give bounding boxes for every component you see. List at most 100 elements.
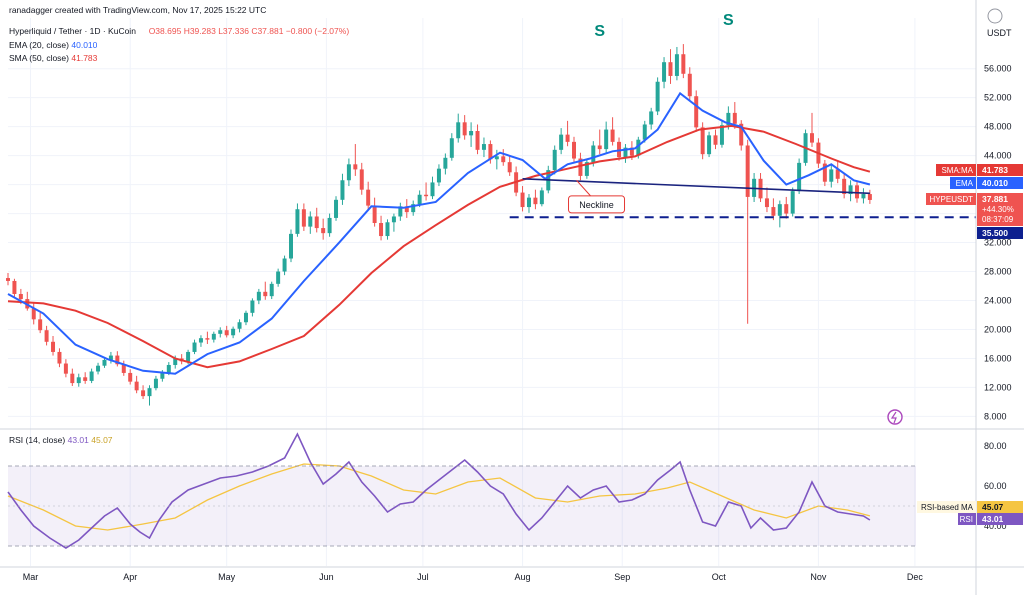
candle-body xyxy=(610,129,615,142)
candle-body xyxy=(842,178,847,195)
rsi-legend: RSI (14, close) 43.01 45.07 xyxy=(9,435,113,445)
candle-body xyxy=(340,180,345,200)
price-tick-label: 32.000 xyxy=(984,238,1012,248)
candle-body xyxy=(115,355,120,365)
candle-body xyxy=(681,54,686,74)
price-labels: SMA:MA 41.783 EMA 40.010 HYPEUSDT 37.881+44.3… xyxy=(917,164,1023,525)
icons xyxy=(887,8,1003,425)
candle-body xyxy=(211,333,216,340)
candle-body xyxy=(520,192,525,208)
candle-body xyxy=(855,185,860,199)
sma-legend-value: 41.783 xyxy=(71,53,98,63)
ohlc-open: O38.695 xyxy=(148,26,182,36)
candle-body xyxy=(398,206,403,217)
candle-body xyxy=(250,300,255,313)
candle-body xyxy=(436,168,441,183)
ema-20-line xyxy=(7,91,871,375)
neckline-label: Neckline xyxy=(579,200,614,210)
candle-body xyxy=(44,330,49,342)
candle-body xyxy=(6,278,10,281)
candle-body xyxy=(867,194,872,200)
candle-body xyxy=(481,144,486,150)
rsi-ma-tag-value: 45.07 xyxy=(982,502,1004,512)
symbol-header: Hyperliquid / Tether · 1D · KuCoin O38.6… xyxy=(9,26,349,36)
candle-body xyxy=(57,351,62,364)
candle-body xyxy=(89,371,94,381)
price-tick-label: 28.000 xyxy=(984,267,1012,277)
candle-body xyxy=(314,216,319,229)
candle-body xyxy=(713,135,718,145)
candle-body xyxy=(289,233,293,259)
candle-body xyxy=(153,378,158,389)
rsi-tag-name: RSI xyxy=(960,515,973,524)
support-tag-value: 35.500 xyxy=(982,228,1008,238)
candle-body xyxy=(694,96,699,128)
rsi-line xyxy=(7,432,871,549)
neckline-pointer xyxy=(576,179,591,197)
time-tick-label: Jun xyxy=(319,572,334,582)
ohlc-change: −0.800 (−2.07%) xyxy=(285,26,350,36)
candle-body xyxy=(578,158,583,176)
candle-body xyxy=(494,156,499,160)
rsi-ma-tag-value-box xyxy=(977,501,1023,513)
time-tick-label: Jul xyxy=(417,572,429,582)
price-tick-label: 20.000 xyxy=(984,324,1012,334)
price-tick-label: 48.000 xyxy=(984,122,1012,132)
time-tick-label: Dec xyxy=(907,572,924,582)
candle-body xyxy=(391,216,396,223)
price-tick-label: 44.000 xyxy=(984,151,1012,161)
price-tick-label: 8.000 xyxy=(984,411,1007,421)
time-tick-label: Nov xyxy=(810,572,827,582)
candle-body xyxy=(321,228,326,234)
settings-gear-icon xyxy=(987,8,1003,24)
candle-body xyxy=(192,342,197,352)
indicator-lines xyxy=(7,91,871,549)
candle-body xyxy=(385,222,390,237)
candle-body xyxy=(108,355,113,360)
grid xyxy=(8,18,976,566)
price-tick-label: 16.000 xyxy=(984,353,1012,363)
candle-body xyxy=(198,338,203,343)
candle-body xyxy=(18,293,23,300)
candle-body xyxy=(777,204,782,216)
candle-body xyxy=(848,185,853,195)
candle-body xyxy=(173,358,178,365)
candle-body xyxy=(572,141,577,159)
candle-body xyxy=(269,283,274,297)
candle-body xyxy=(70,373,75,384)
candle-body xyxy=(160,372,165,379)
candle-body xyxy=(63,363,68,374)
candle-body xyxy=(662,62,667,82)
rsi-tag-value-box xyxy=(977,513,1023,525)
candle-body xyxy=(565,134,570,142)
axis-unit-label: USDT xyxy=(987,28,1012,38)
sma-tag-name-box xyxy=(936,164,976,176)
candle-body xyxy=(243,312,248,323)
candle-body xyxy=(83,377,88,381)
time-tick-label: May xyxy=(218,572,236,582)
rsi-legend-value: 43.01 xyxy=(67,435,89,445)
price-tick-label: 56.000 xyxy=(984,64,1012,74)
ema-tag-value: 40.010 xyxy=(982,178,1008,188)
pattern-annotations: SHSNeckline xyxy=(509,12,976,219)
hype-tag-change: +44.30% xyxy=(982,205,1014,214)
candle-body xyxy=(31,308,36,320)
candle-body xyxy=(276,271,281,284)
candle-body xyxy=(784,204,789,214)
candle-body xyxy=(186,351,191,362)
candle-body xyxy=(443,157,448,169)
candle-body xyxy=(38,319,43,331)
hype-tag-box xyxy=(977,193,1023,226)
candle-body xyxy=(121,364,126,373)
candle-body xyxy=(591,145,596,163)
candle-body xyxy=(295,209,300,234)
candle-body xyxy=(51,341,56,352)
price-candles xyxy=(6,44,872,406)
candle-body xyxy=(359,169,364,190)
candle-body xyxy=(424,194,429,197)
support-tag-value-box xyxy=(977,227,1023,239)
candle-body xyxy=(552,149,557,171)
candle-body xyxy=(707,135,712,155)
